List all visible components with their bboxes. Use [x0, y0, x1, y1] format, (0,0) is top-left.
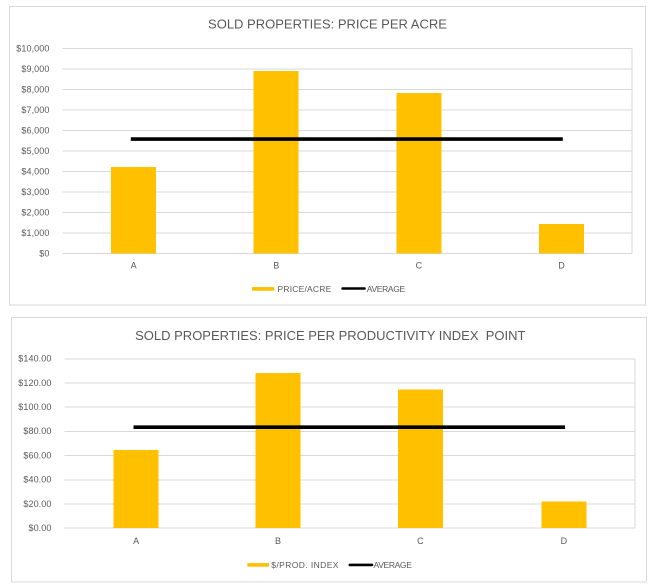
- svg-text:C: C: [416, 260, 423, 270]
- svg-text:$1,000: $1,000: [21, 228, 49, 238]
- svg-text:$0: $0: [39, 248, 49, 258]
- svg-text:PRICE/ACRE: PRICE/ACRE: [278, 284, 332, 294]
- svg-text:SOLD PROPERTIES: PRICE PER ACR: SOLD PROPERTIES: PRICE PER ACRE: [208, 16, 447, 31]
- svg-text:C: C: [417, 536, 424, 546]
- svg-text:AVERAGE: AVERAGE: [374, 560, 413, 570]
- svg-text:$10,000: $10,000: [16, 43, 49, 53]
- svg-text:SOLD PROPERTIES: PRICE PER PRO: SOLD PROPERTIES: PRICE PER PRODUCTIVITY …: [135, 328, 525, 343]
- svg-text:B: B: [275, 536, 281, 546]
- svg-text:$6,000: $6,000: [21, 125, 49, 135]
- svg-text:$7,000: $7,000: [21, 105, 49, 115]
- svg-text:$8,000: $8,000: [21, 84, 49, 94]
- svg-text:A: A: [133, 536, 139, 546]
- svg-text:$100.00: $100.00: [18, 402, 51, 412]
- svg-text:$/PROD. INDEX: $/PROD. INDEX: [271, 560, 339, 570]
- svg-text:$120.00: $120.00: [18, 378, 51, 388]
- svg-text:$80.00: $80.00: [23, 426, 51, 436]
- svg-text:$140.00: $140.00: [18, 354, 51, 364]
- svg-text:$20.00: $20.00: [23, 499, 51, 509]
- svg-text:$9,000: $9,000: [21, 64, 49, 74]
- svg-text:$60.00: $60.00: [23, 450, 51, 460]
- svg-text:$2,000: $2,000: [21, 207, 49, 217]
- svg-text:$0.00: $0.00: [28, 523, 51, 533]
- svg-text:D: D: [558, 260, 565, 270]
- svg-text:$40.00: $40.00: [23, 475, 51, 485]
- svg-text:AVERAGE: AVERAGE: [367, 284, 406, 294]
- svg-text:B: B: [273, 260, 279, 270]
- svg-text:A: A: [131, 260, 137, 270]
- svg-text:D: D: [561, 536, 568, 546]
- svg-text:$5,000: $5,000: [21, 146, 49, 156]
- svg-text:$4,000: $4,000: [21, 166, 49, 176]
- svg-text:$3,000: $3,000: [21, 187, 49, 197]
